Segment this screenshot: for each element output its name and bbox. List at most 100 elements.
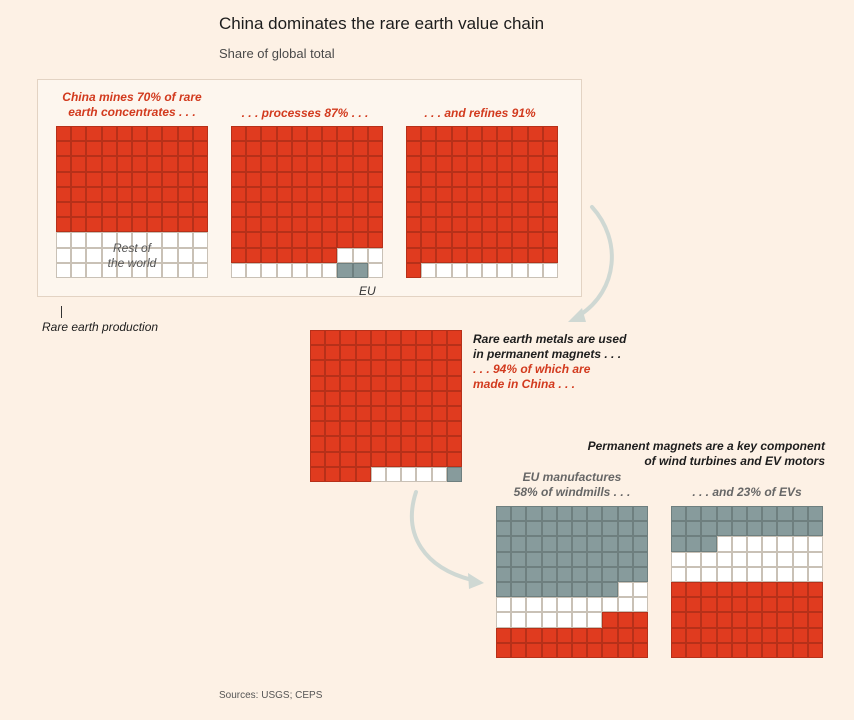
waffle-cell xyxy=(386,466,402,482)
waffle-cell xyxy=(386,345,402,361)
waffle-cell xyxy=(231,126,247,142)
waffle-cell xyxy=(446,360,462,376)
waffle-cell xyxy=(370,466,386,482)
waffle-cell xyxy=(421,217,437,233)
waffle-cell xyxy=(466,217,482,233)
waffle-cell xyxy=(337,232,353,248)
waffle-cell xyxy=(482,141,498,157)
waffle-cell xyxy=(340,436,356,452)
waffle-cell xyxy=(162,171,178,187)
waffle-cell xyxy=(617,521,633,537)
waffle-cell xyxy=(807,506,823,522)
waffle-cell xyxy=(101,171,117,187)
waffle-cell xyxy=(352,217,368,233)
waffle-cell xyxy=(511,597,527,613)
waffle-cell xyxy=(86,262,102,278)
waffle-cell xyxy=(192,217,208,233)
waffle-cell xyxy=(482,171,498,187)
waffle-cell xyxy=(632,551,648,567)
waffle-cell xyxy=(807,612,823,628)
waffle-cell xyxy=(291,262,307,278)
waffle-cell xyxy=(527,186,543,202)
waffle-evs xyxy=(671,506,823,658)
waffle-cell xyxy=(731,506,747,522)
waffle-cell xyxy=(132,156,148,172)
mining-caption-line2: earth concentrates . . . xyxy=(68,105,196,119)
waffle-processing xyxy=(231,126,383,278)
waffle-cell xyxy=(86,217,102,233)
waffle-cell xyxy=(416,466,432,482)
waffle-cell xyxy=(192,262,208,278)
waffle-cell xyxy=(671,627,687,643)
waffle-cell xyxy=(587,627,603,643)
waffle-cell xyxy=(116,171,132,187)
waffle-cell xyxy=(482,156,498,172)
waffle-cell xyxy=(482,262,498,278)
waffle-cell xyxy=(401,375,417,391)
waffle-cell xyxy=(482,232,498,248)
waffle-cell xyxy=(231,217,247,233)
waffle-cell xyxy=(617,551,633,567)
waffle-cell xyxy=(526,627,542,643)
waffle-cell xyxy=(762,627,778,643)
waffle-cell xyxy=(101,217,117,233)
waffle-cell xyxy=(406,186,422,202)
waffle-cell xyxy=(436,202,452,218)
waffle-cell xyxy=(147,156,163,172)
waffle-cell xyxy=(177,232,193,248)
waffle-cell xyxy=(386,360,402,376)
waffle-cell xyxy=(701,536,717,552)
waffle-cell xyxy=(101,156,117,172)
waffle-cell xyxy=(132,171,148,187)
waffle-cell xyxy=(291,156,307,172)
waffle-cell xyxy=(572,566,588,582)
waffle-cell xyxy=(261,262,277,278)
waffle-cell xyxy=(352,156,368,172)
waffle-cell xyxy=(307,141,323,157)
waffle-cell xyxy=(192,156,208,172)
waffle-cell xyxy=(587,551,603,567)
waffle-cell xyxy=(406,141,422,157)
waffle-cell xyxy=(556,506,572,522)
waffle-cell xyxy=(325,345,341,361)
production-label: Rare earth production xyxy=(42,320,159,334)
waffle-cell xyxy=(406,232,422,248)
waffle-cell xyxy=(147,126,163,142)
waffle-cell xyxy=(542,186,558,202)
waffle-cell xyxy=(686,521,702,537)
waffle-cell xyxy=(762,612,778,628)
waffle-cell xyxy=(307,232,323,248)
waffle-cell xyxy=(541,612,557,628)
processing-caption: . . . processes 87% . . . xyxy=(241,106,369,120)
production-tick xyxy=(61,306,62,318)
waffle-cell xyxy=(451,186,467,202)
waffle-cell xyxy=(56,141,72,157)
waffle-cell xyxy=(792,612,808,628)
waffle-cell xyxy=(496,612,512,628)
waffle-cell xyxy=(527,141,543,157)
waffle-cell xyxy=(466,186,482,202)
waffle-cell xyxy=(421,141,437,157)
waffle-cell xyxy=(56,232,72,248)
waffle-cell xyxy=(370,421,386,437)
waffle-cell xyxy=(307,126,323,142)
waffle-cell xyxy=(177,247,193,263)
waffle-cell xyxy=(446,466,462,482)
waffle-cell xyxy=(416,421,432,437)
magnets-caption: Rare earth metals are used in permanent … xyxy=(473,332,626,392)
waffle-cell xyxy=(325,421,341,437)
waffle-cell xyxy=(370,375,386,391)
waffle-cell xyxy=(572,597,588,613)
waffle-cell xyxy=(527,262,543,278)
waffle-cell xyxy=(261,156,277,172)
waffle-cell xyxy=(370,436,386,452)
waffle-cell xyxy=(367,217,383,233)
waffle-cell xyxy=(731,642,747,658)
waffle-cell xyxy=(632,536,648,552)
waffle-cell xyxy=(777,627,793,643)
waffle-cell xyxy=(497,126,513,142)
waffle-cell xyxy=(325,330,341,346)
evs-caption: . . . and 23% of EVs xyxy=(692,485,802,499)
waffle-cell xyxy=(71,232,87,248)
waffle-cell xyxy=(807,642,823,658)
